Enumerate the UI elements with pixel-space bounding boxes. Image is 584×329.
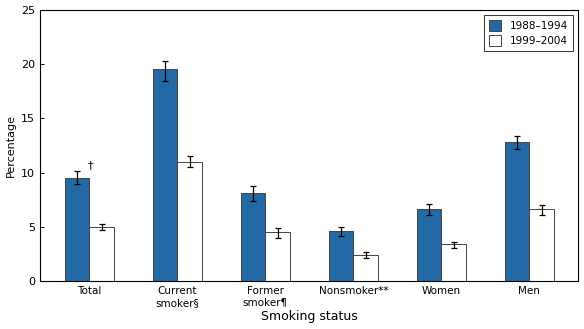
Bar — [152, 69, 177, 281]
Legend: 1988–1994, 1999–2004: 1988–1994, 1999–2004 — [484, 15, 573, 51]
Bar — [265, 232, 290, 281]
Bar — [529, 210, 554, 281]
Bar — [65, 178, 89, 281]
Bar — [241, 193, 265, 281]
Bar — [505, 142, 529, 281]
X-axis label: Smoking status: Smoking status — [261, 311, 357, 323]
Bar — [442, 244, 466, 281]
Text: †: † — [88, 160, 93, 170]
Bar — [89, 227, 114, 281]
Y-axis label: Percentage: Percentage — [6, 114, 16, 177]
Bar — [416, 210, 442, 281]
Bar — [329, 231, 353, 281]
Bar — [177, 162, 202, 281]
Bar — [353, 255, 378, 281]
